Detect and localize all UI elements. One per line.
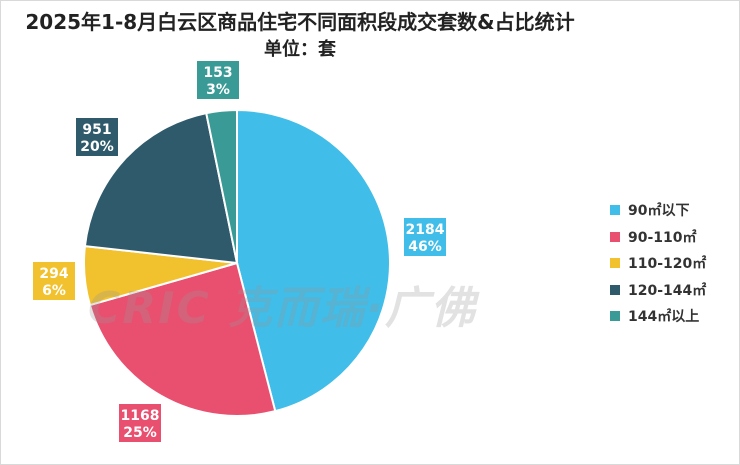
data-label-percent: 20% [80,139,114,155]
legend-item-4: 144㎡以上 [610,303,706,330]
legend-swatch [610,231,620,242]
data-label-value: 1168 [121,408,160,424]
legend-item-3: 120-144㎡ [610,277,706,304]
legend-label: 144㎡以上 [628,309,700,326]
data-label-percent: 25% [123,425,157,441]
legend-label: 90㎡以下 [628,203,690,220]
legend-swatch [610,311,620,322]
chart-subtitle: 单位：套 [264,39,336,60]
data-label-percent: 6% [42,283,66,299]
data-label-value: 153 [203,65,232,81]
pie-slice-1 [88,261,277,417]
pie-slice-0 [236,108,391,413]
data-label-value: 951 [82,122,111,138]
legend-label: 120-144㎡ [628,282,707,299]
legend-label: 90-110㎡ [628,229,697,246]
data-label-percent: 3% [206,82,230,98]
legend-swatch [610,205,620,216]
data-label-value: 2184 [406,222,445,238]
data-label-percent: 46% [408,239,442,255]
chart-legend: 90㎡以下 90-110㎡ 110-120㎡ 120-144㎡ 144㎡以上 [610,197,706,330]
legend-swatch [610,284,620,295]
data-label-value: 294 [39,266,68,282]
legend-item-1: 90-110㎡ [610,224,706,251]
legend-item-2: 110-120㎡ [610,250,706,277]
legend-label: 110-120㎡ [628,256,707,273]
pie-slice-3 [83,111,239,265]
legend-swatch [610,258,620,269]
pie-slice-4 [205,108,238,264]
chart-title: 2025年1-8月白云区商品住宅不同面积段成交套数&占比统计 [25,10,575,34]
legend-item-0: 90㎡以下 [610,197,706,224]
